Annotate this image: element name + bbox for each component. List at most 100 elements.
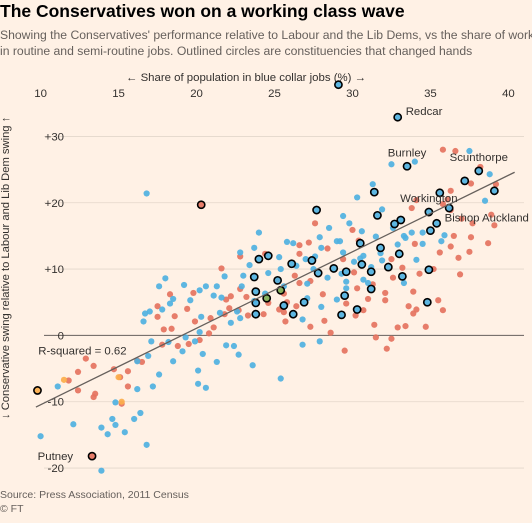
- data-point: [143, 190, 150, 197]
- data-point: [198, 313, 205, 320]
- data-point-changed-hands: [251, 309, 261, 319]
- data-point: [400, 279, 408, 287]
- data-point: [485, 240, 492, 247]
- data-point: [358, 228, 365, 235]
- data-point: [305, 239, 312, 246]
- data-point: [302, 256, 309, 263]
- data-point: [131, 415, 138, 423]
- data-point-changed-hands: [435, 188, 445, 198]
- data-point: [333, 296, 340, 303]
- data-point-changed-hands: [279, 301, 289, 310]
- data-point-changed-hands: [313, 268, 323, 278]
- data-point: [325, 224, 333, 232]
- data-point: [349, 226, 356, 234]
- data-point: [444, 196, 451, 203]
- data-point: [233, 308, 241, 315]
- data-point: [74, 387, 82, 394]
- data-point: [452, 147, 459, 155]
- data-point: [124, 368, 132, 375]
- data-point: [218, 265, 225, 272]
- data-point: [92, 390, 99, 397]
- data-point-changed-hands: [312, 205, 322, 215]
- data-point-changed-hands: [397, 271, 407, 281]
- data-point-changed-hands: [390, 219, 399, 229]
- data-point-changed-hands: [249, 272, 259, 282]
- data-point: [191, 318, 199, 325]
- data-point: [134, 358, 141, 365]
- data-point-changed-hands: [474, 166, 484, 176]
- data-point: [221, 273, 228, 280]
- y-tick-label: -10: [48, 397, 64, 409]
- data-point: [191, 338, 199, 345]
- data-point-changed-hands: [489, 186, 499, 196]
- data-point: [318, 244, 325, 251]
- data-point: [280, 309, 287, 316]
- data-point: [318, 303, 325, 310]
- ft-credit: © FT: [0, 503, 24, 515]
- data-point: [382, 297, 389, 304]
- data-point: [291, 272, 298, 279]
- data-point: [354, 194, 361, 201]
- data-point: [304, 280, 311, 287]
- point-label: Burnley: [388, 147, 427, 159]
- data-point: [324, 274, 331, 281]
- data-point: [405, 303, 412, 310]
- data-point: [196, 328, 203, 336]
- data-point: [148, 338, 155, 345]
- data-point-changed-hands: [396, 215, 406, 225]
- data-point: [134, 386, 141, 393]
- point-label: Putney: [38, 451, 74, 463]
- data-point: [112, 421, 119, 429]
- data-point: [343, 300, 350, 307]
- data-point: [109, 415, 116, 423]
- data-point-changed-hands: [422, 297, 432, 307]
- data-point: [311, 220, 319, 227]
- data-point: [160, 326, 167, 333]
- data-point: [124, 383, 132, 390]
- data-point: [371, 321, 378, 328]
- data-point: [388, 256, 395, 263]
- data-point: [180, 281, 188, 289]
- data-point-changed-hands: [273, 275, 283, 285]
- data-point: [354, 285, 361, 292]
- data-point: [162, 275, 169, 282]
- data-point-changed-hands: [340, 291, 350, 301]
- data-point: [283, 238, 291, 245]
- data-point: [439, 146, 447, 153]
- data-point: [369, 181, 376, 188]
- data-point: [149, 383, 156, 390]
- data-point: [466, 248, 473, 255]
- data-point-changed-hands: [341, 267, 351, 277]
- data-point: [388, 335, 395, 342]
- data-point: [372, 334, 379, 341]
- data-point-changed-hands: [426, 226, 435, 236]
- data-point: [118, 398, 125, 405]
- data-point: [227, 319, 234, 326]
- data-point: [411, 240, 418, 247]
- data-point: [307, 323, 314, 330]
- data-point: [282, 318, 289, 325]
- data-point: [196, 287, 203, 294]
- data-point: [467, 234, 475, 241]
- data-point: [202, 384, 209, 391]
- data-point: [265, 269, 272, 277]
- data-point: [382, 289, 389, 297]
- data-point: [296, 242, 303, 249]
- data-point: [350, 258, 358, 265]
- data-point-changed-hands: [299, 297, 309, 307]
- data-point: [65, 377, 72, 384]
- data-point: [159, 306, 166, 313]
- data-point: [299, 341, 306, 348]
- data-point-changed-hands: [432, 218, 442, 228]
- y-tick-label: +30: [45, 131, 64, 143]
- data-point: [296, 250, 303, 257]
- data-point: [207, 315, 214, 322]
- data-point: [438, 238, 445, 245]
- data-point: [419, 229, 426, 236]
- y-tick-label: 0: [58, 330, 64, 342]
- data-point-changed-hands: [263, 251, 273, 261]
- data-point: [243, 293, 250, 301]
- data-point: [171, 313, 178, 320]
- data-point: [410, 288, 417, 295]
- data-point: [235, 351, 242, 358]
